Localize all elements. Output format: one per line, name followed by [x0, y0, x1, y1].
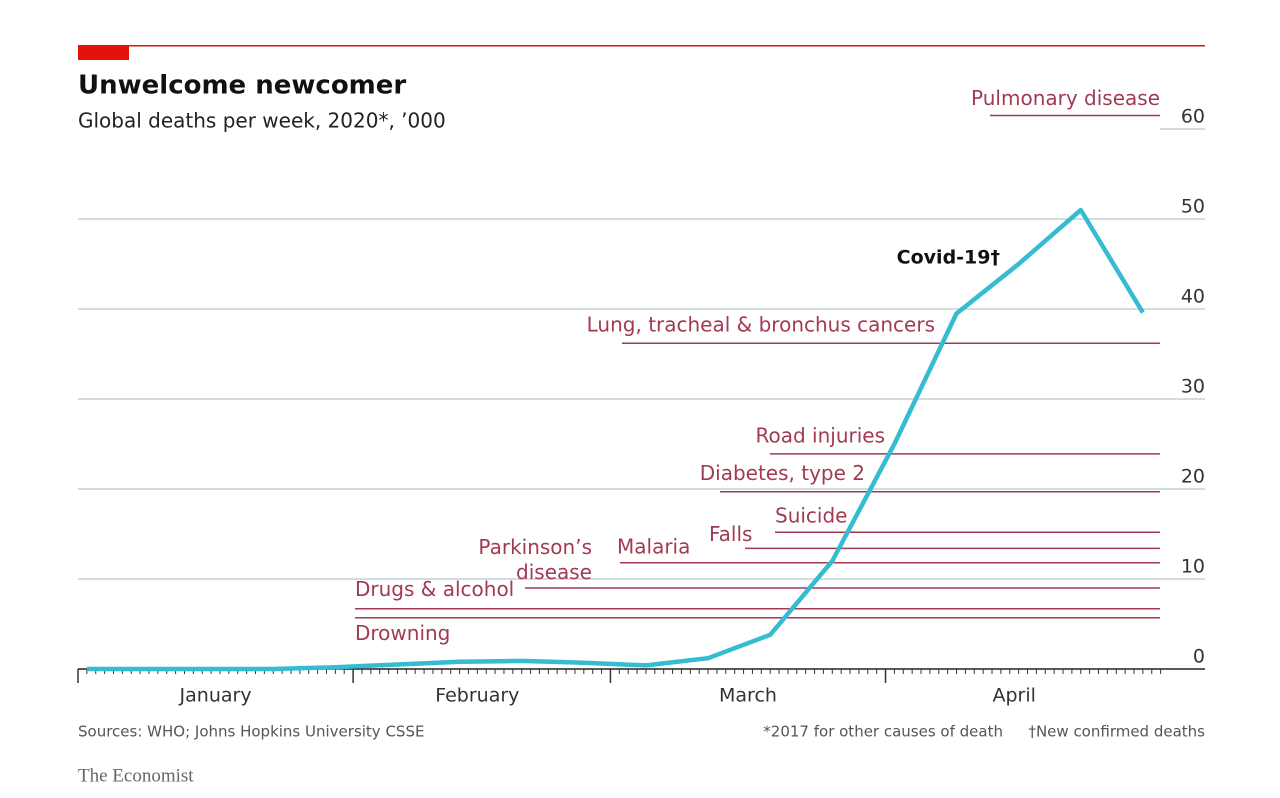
- reference-label: Drowning: [355, 621, 450, 645]
- x-tick-label: January: [179, 685, 252, 707]
- series-label: Covid-19†: [897, 247, 1000, 269]
- y-tick-label: 10: [1181, 556, 1205, 578]
- brand: The Economist: [78, 765, 194, 786]
- data-line: [86, 207, 1145, 672]
- x-tick-label: March: [719, 685, 777, 707]
- reference-label: Suicide: [775, 504, 847, 528]
- x-tick-label: April: [992, 685, 1035, 707]
- red-tab: [78, 45, 129, 60]
- y-tick-label: 50: [1181, 196, 1205, 218]
- footnote: *2017 for other causes of death: [763, 723, 1003, 741]
- chart-subtitle: Global deaths per week, 2020*, ’000: [78, 109, 446, 133]
- top-rule: [78, 45, 1205, 47]
- reference-label: Parkinson’s disease: [478, 535, 592, 584]
- reference-label: Diabetes, type 2: [700, 461, 865, 485]
- chart-title: Unwelcome newcomer: [78, 71, 406, 101]
- reference-label: Drugs & alcohol: [355, 577, 514, 601]
- footnote: †New confirmed deaths: [1028, 723, 1205, 741]
- y-tick-label: 30: [1181, 376, 1205, 398]
- y-tick-label: 40: [1181, 286, 1205, 308]
- y-tick-label: 20: [1181, 466, 1205, 488]
- reference-label: Road injuries: [755, 423, 885, 447]
- source: Sources: WHO; Johns Hopkins University C…: [78, 723, 424, 741]
- y-tick-label: 0: [1193, 646, 1205, 668]
- reference-label: Pulmonary disease: [971, 86, 1160, 110]
- x-tick-label: February: [435, 685, 519, 707]
- reference-label: Falls: [709, 522, 752, 546]
- y-tick-label: 60: [1181, 106, 1205, 128]
- reference-label: Malaria: [617, 534, 690, 558]
- reference-label: Lung, tracheal & bronchus cancers: [587, 313, 935, 337]
